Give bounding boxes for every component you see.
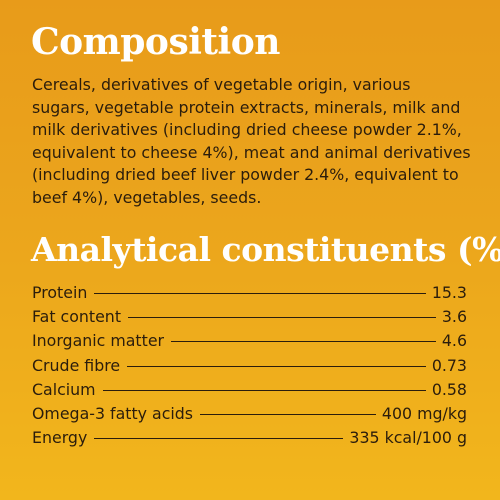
constituent-label: Omega-3 fatty acids	[32, 403, 194, 423]
leader-line	[200, 413, 376, 415]
constituent-row-energy: Energy 335 kcal/100 g	[32, 427, 467, 451]
composition-heading: Composition	[31, 21, 280, 63]
leader-line	[127, 365, 426, 367]
constituent-value: 0.58	[431, 379, 467, 399]
leader-line	[171, 341, 436, 343]
leader-line	[94, 293, 426, 294]
analytical-constituents-list: Protein 15.3 Fat content 3.6 Inorganic m…	[32, 282, 467, 451]
constituent-label: Inorganic matter	[32, 331, 165, 351]
constituent-row-protein: Protein 15.3	[32, 282, 467, 306]
constituent-row-fat-content: Fat content 3.6	[32, 306, 467, 330]
constituent-value: 335 kcal/100 g	[349, 428, 467, 448]
constituent-value: 400 mg/kg	[381, 403, 467, 423]
constituent-label: Calcium	[32, 379, 96, 399]
constituent-value: 3.6	[441, 307, 467, 327]
constituent-label: Energy	[32, 428, 88, 448]
constituent-label: Fat content	[32, 307, 122, 327]
constituent-label: Crude fibre	[32, 355, 121, 375]
constituent-value: 0.73	[431, 355, 467, 375]
constituent-row-crude-fibre: Crude fibre 0.73	[32, 355, 467, 379]
composition-ingredients-text: Cereals, derivatives of vegetable origin…	[32, 75, 471, 207]
leader-line	[128, 317, 436, 319]
leader-line	[94, 438, 344, 440]
constituent-row-inorganic-matter: Inorganic matter 4.6	[32, 330, 467, 354]
leader-line	[102, 389, 426, 391]
constituent-value: 15.3	[431, 283, 467, 302]
analytical-constituents-heading: Analytical constituents (%)	[31, 230, 500, 269]
constituent-row-omega-3: Omega-3 fatty acids 400 mg/kg	[32, 403, 467, 427]
constituent-row-calcium: Calcium 0.58	[32, 379, 467, 403]
constituent-label: Protein	[32, 283, 88, 302]
constituent-value: 4.6	[441, 331, 467, 351]
